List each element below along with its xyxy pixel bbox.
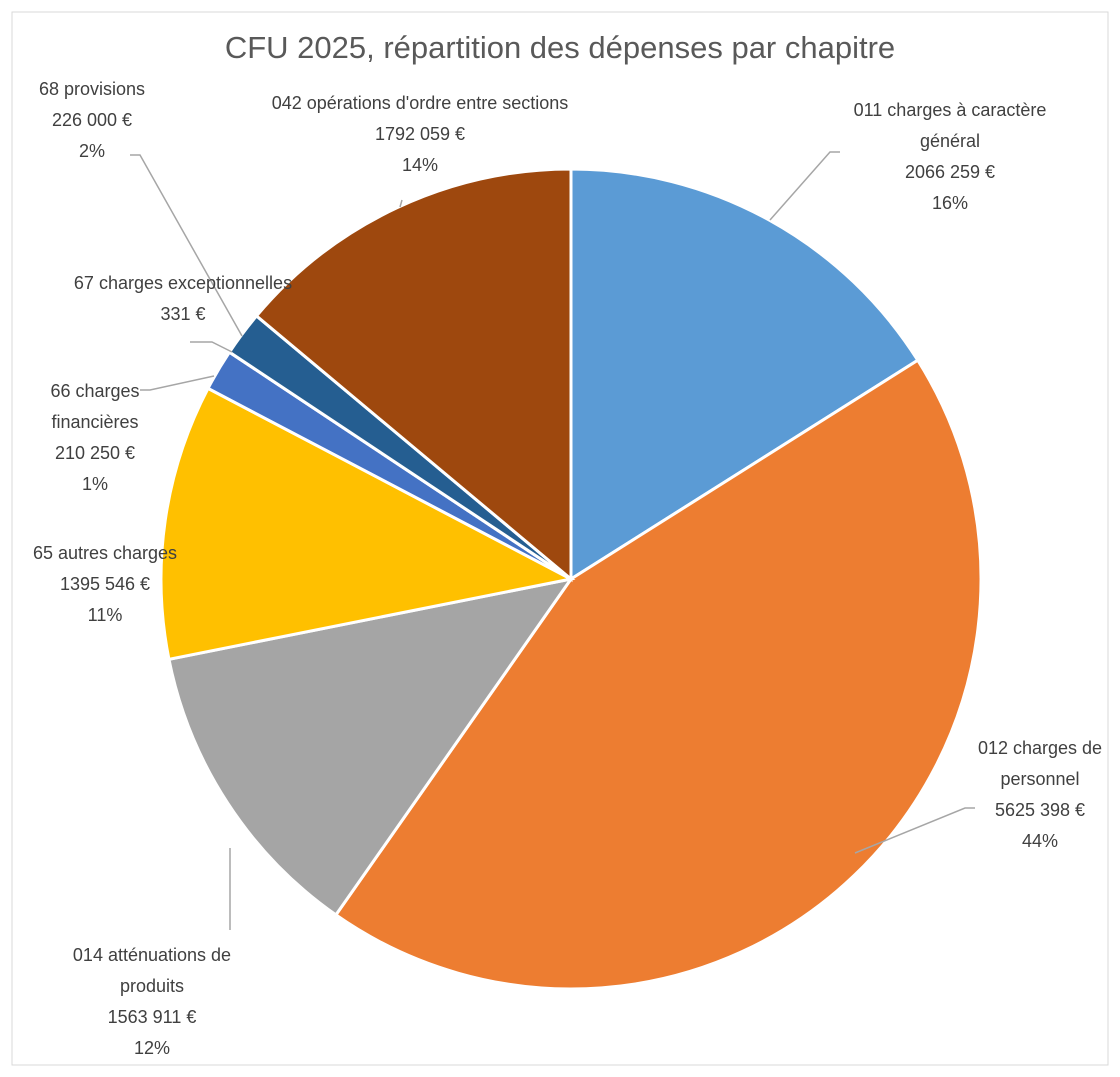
label-value: 1395 546 €: [59, 574, 151, 594]
label-value: 1563 911 €: [107, 1007, 197, 1027]
label-name: 012 charges de personnel: [977, 738, 1103, 789]
leader-line: [190, 341, 233, 353]
label-name: 67 charges exceptionnelles: [73, 273, 293, 293]
label-percent: 1%: [81, 474, 108, 494]
pie-slice: [569, 167, 920, 582]
label-percent: 2%: [78, 141, 105, 161]
data-label: 014 atténuations de produits 1563 911 € 12…: [57, 940, 247, 1064]
label-name: 011 charges à caractère général: [853, 100, 1047, 151]
pie-slice: [159, 386, 576, 662]
label-value: 5625 398 €: [994, 800, 1086, 820]
leader-line: [130, 154, 243, 337]
data-label: 042 opérations d'ordre entre sections 179…: [220, 88, 620, 181]
pie-slice: [333, 358, 983, 991]
leader-line: [399, 199, 403, 208]
label-name: 014 atténuations de produits: [72, 945, 232, 996]
chart-title: CFU 2025, répartition des dépenses par c…: [224, 30, 896, 65]
data-label: 012 charges de personnel 5625 398 € 44%: [965, 733, 1115, 857]
label-value: 226 000 €: [51, 110, 133, 130]
data-label: 68 provisions 226 000 € 2%: [17, 74, 167, 167]
chart-frame: [11, 11, 1109, 1066]
pie-slice: [167, 576, 575, 917]
leader-line: [854, 807, 975, 854]
label-percent: 14%: [401, 155, 439, 175]
label-percent: 16%: [931, 193, 969, 213]
data-label: 66 charges financières 210 250 € 1%: [39, 376, 151, 500]
label-name: 042 opérations d'ordre entre sections: [271, 93, 569, 113]
label-percent: 12%: [133, 1038, 171, 1058]
label-name: 66 charges financières: [50, 381, 140, 432]
label-value: 331 €: [160, 304, 206, 324]
label-percent: 11%: [87, 605, 123, 625]
data-label: 67 charges exceptionnelles 331 €: [38, 268, 328, 330]
label-value: 210 250 €: [54, 443, 136, 463]
label-value: 1792 059 €: [374, 124, 466, 144]
label-name: 65 autres charges: [32, 543, 178, 563]
leader-line: [140, 375, 215, 391]
label-name: 68 provisions: [38, 79, 146, 99]
leader-line: [769, 151, 840, 221]
data-label: 65 autres charges 1395 546 € 11%: [10, 538, 200, 631]
label-value: 2066 259 €: [904, 162, 996, 182]
pie-slice: [254, 167, 573, 583]
label-percent: 44%: [1021, 831, 1059, 851]
data-label: 011 charges à caractère général 2066 259 …: [838, 95, 1063, 219]
